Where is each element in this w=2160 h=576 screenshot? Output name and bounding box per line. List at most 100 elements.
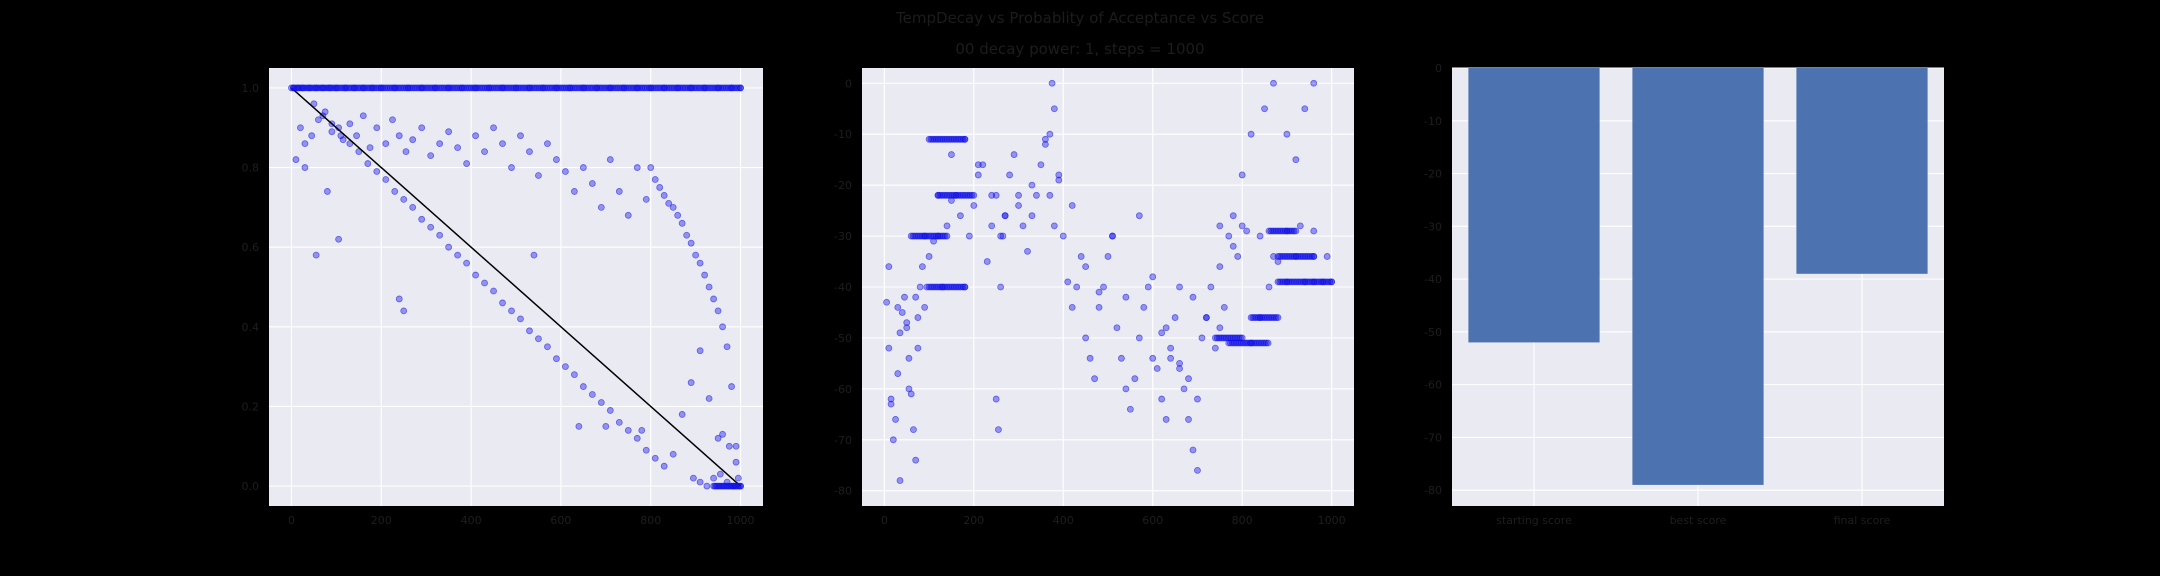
- scatter-point: [956, 135, 963, 143]
- scatter-point: [696, 478, 704, 486]
- x-tick-label: best score: [1670, 514, 1727, 527]
- scatter-point: [1228, 334, 1235, 342]
- scatter-point: [298, 84, 306, 92]
- scatter-point: [388, 84, 396, 92]
- scatter-point: [597, 203, 605, 211]
- scatter-point: [952, 283, 960, 291]
- scatter-point: [694, 84, 701, 92]
- scatter-point: [1308, 278, 1316, 286]
- scatter-point: [428, 84, 435, 92]
- scatter-point: [320, 84, 328, 92]
- scatter-point: [983, 258, 991, 265]
- scatter-point: [562, 168, 569, 175]
- scatter-point: [588, 391, 596, 398]
- scatter-point: [1303, 278, 1310, 286]
- x-tick-label: 600: [1142, 514, 1163, 527]
- scatter-point: [1278, 227, 1285, 235]
- scatter-point: [885, 263, 893, 271]
- scatter-point: [703, 84, 710, 92]
- scatter-point: [568, 84, 576, 92]
- scatter-point: [1272, 227, 1280, 235]
- scatter-point: [458, 84, 466, 92]
- scatter-point: [1296, 222, 1304, 230]
- scatter-point: [1287, 227, 1294, 235]
- scatter-point: [887, 400, 895, 408]
- scatter-point: [614, 84, 622, 92]
- scatter-point: [431, 84, 439, 92]
- scatter-point: [373, 124, 381, 132]
- scatter-point: [1310, 227, 1318, 235]
- scatter-point: [688, 84, 696, 92]
- scatter-point: [1239, 339, 1247, 347]
- scatter-point: [1270, 314, 1278, 321]
- scatter-point: [938, 283, 946, 291]
- scatter-point: [525, 84, 532, 92]
- scatter-point: [705, 283, 713, 291]
- scatter-point: [526, 84, 534, 92]
- y-tick-label: 0.6: [242, 241, 260, 254]
- y-tick-label: 0.2: [242, 400, 260, 413]
- decay-line: [290, 87, 742, 487]
- scatter-point: [389, 116, 396, 124]
- scatter-point: [954, 283, 962, 291]
- y-tick-label: -10: [834, 128, 852, 141]
- scatter-point: [667, 84, 674, 92]
- scatter-point: [291, 84, 299, 92]
- scatter-point: [1064, 278, 1072, 286]
- scatter-point: [916, 283, 924, 291]
- scatter-point: [720, 84, 728, 92]
- scatter-point: [932, 283, 940, 291]
- scatter-point: [489, 84, 497, 92]
- scatter-point: [970, 191, 978, 199]
- x-tick-label: final score: [1834, 514, 1891, 527]
- scatter-point: [321, 108, 329, 116]
- scatter-point: [1185, 375, 1192, 383]
- scatter-point: [1323, 253, 1331, 260]
- scatter-point: [905, 385, 913, 393]
- scatter-point: [1260, 314, 1268, 321]
- scatter-point: [1246, 339, 1254, 347]
- scatter-point: [600, 84, 608, 92]
- scatter-point: [1321, 278, 1328, 286]
- scatter-point: [492, 84, 500, 92]
- scatter-point: [656, 84, 664, 92]
- scatter-point: [683, 231, 691, 239]
- scatter-point: [615, 188, 623, 195]
- scatter-point: [1290, 253, 1298, 260]
- scatter-point: [1068, 303, 1076, 311]
- scatter-point: [947, 135, 954, 143]
- scatter-point: [1267, 227, 1275, 235]
- scatter-point: [670, 84, 678, 92]
- scatter-point: [714, 434, 722, 442]
- scatter-point: [1247, 314, 1255, 321]
- scatter-point: [634, 84, 642, 92]
- scatter-point: [501, 84, 509, 92]
- scatter-point: [454, 144, 462, 152]
- scatter-point: [409, 203, 417, 211]
- scatter-point: [945, 283, 953, 291]
- scatter-point: [341, 84, 349, 92]
- scatter-point: [687, 239, 695, 247]
- y-tick-label: -40: [1424, 273, 1442, 286]
- scatter-point: [613, 84, 620, 92]
- scatter-point: [402, 148, 410, 156]
- scatter-point: [717, 84, 725, 92]
- scatter-point: [353, 132, 360, 140]
- scatter-point: [1328, 278, 1336, 286]
- scatter-point: [1247, 130, 1255, 138]
- scatter-point: [925, 253, 933, 260]
- scatter-point: [622, 84, 629, 92]
- scatter-point: [395, 295, 403, 303]
- scatter-point: [579, 84, 586, 92]
- scatter-point: [894, 303, 902, 311]
- scatter-point: [382, 176, 390, 183]
- scatter-point: [602, 84, 610, 92]
- scatter-point: [896, 329, 904, 337]
- scatter-point: [988, 191, 996, 199]
- y-tick-label: 1.0: [242, 82, 260, 95]
- scatter-point: [943, 283, 951, 291]
- scatter-point: [309, 84, 317, 92]
- x-tick-label: 800: [1232, 514, 1253, 527]
- x-tick-label: 0: [288, 514, 295, 527]
- scatter-point: [692, 84, 700, 92]
